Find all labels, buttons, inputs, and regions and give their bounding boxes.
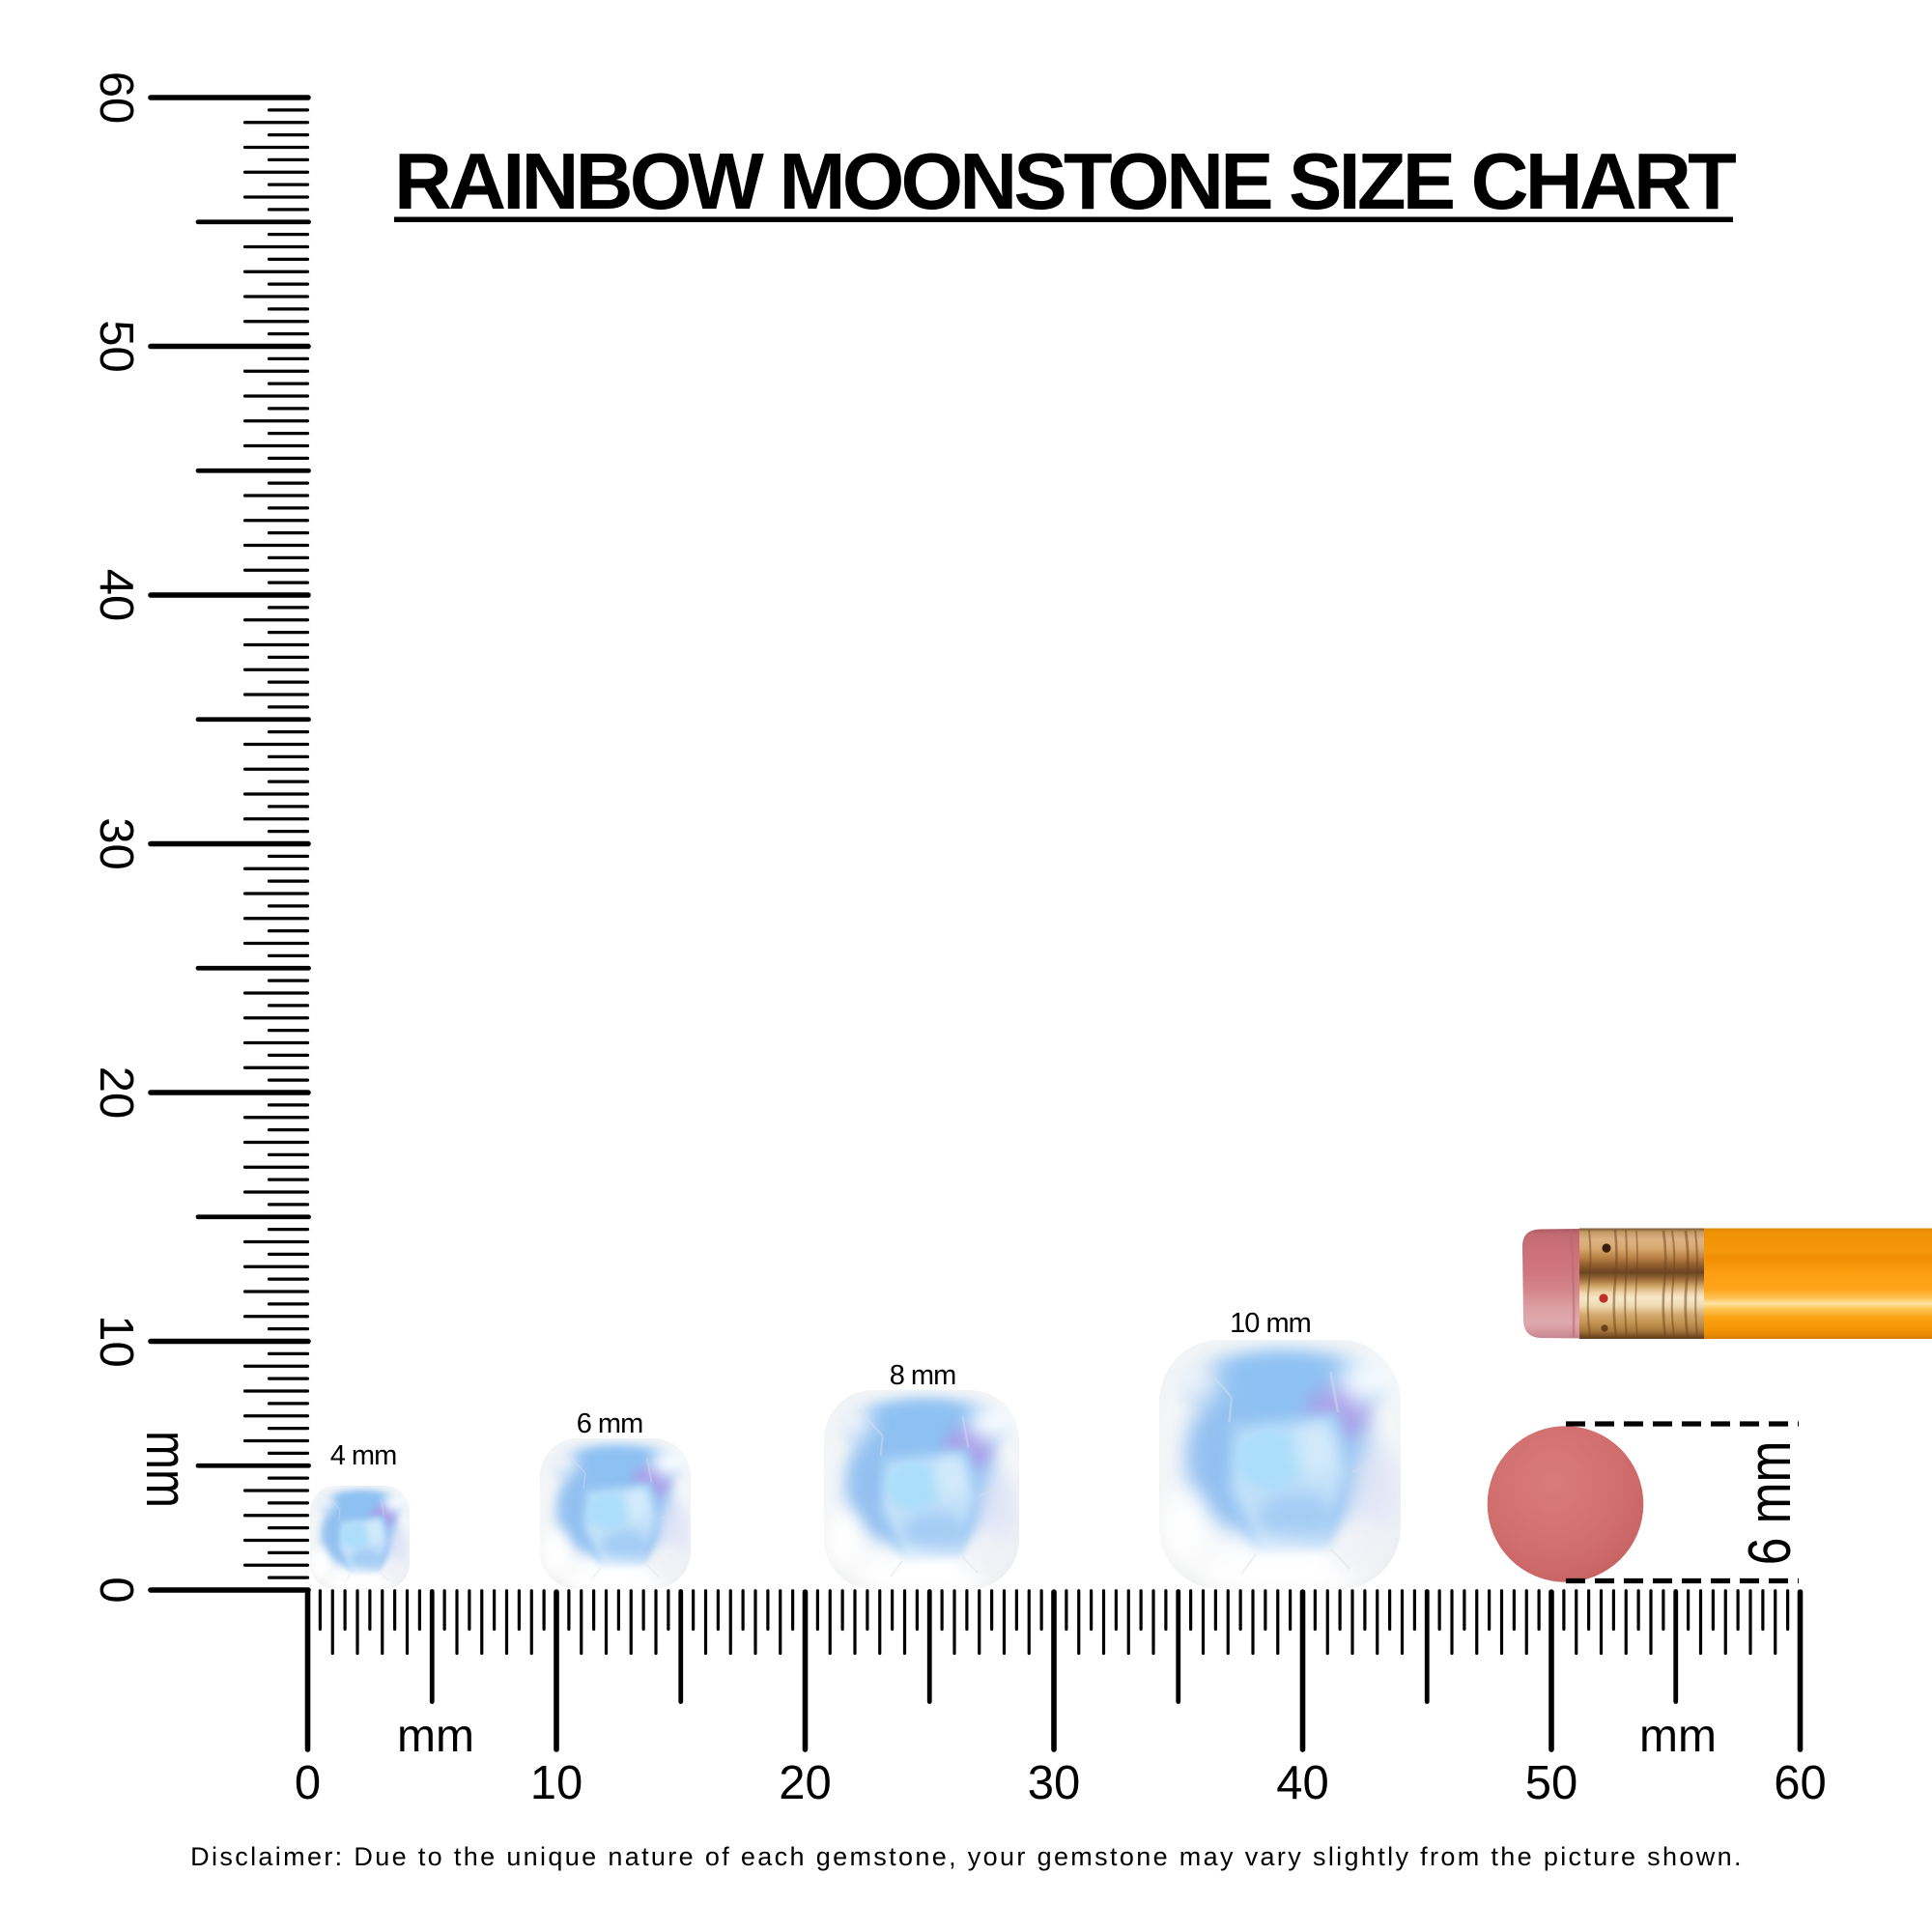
svg-text:20: 20 [779, 1757, 832, 1809]
svg-text:30: 30 [90, 817, 142, 870]
svg-text:10 mm: 10 mm [1230, 1308, 1311, 1339]
svg-text:50: 50 [1525, 1757, 1578, 1809]
svg-text:60: 60 [90, 71, 142, 125]
svg-text:0: 0 [295, 1757, 321, 1809]
svg-text:mm: mm [134, 1431, 199, 1508]
svg-text:mm: mm [1639, 1711, 1717, 1762]
svg-text:40: 40 [90, 569, 142, 622]
svg-text:20: 20 [90, 1066, 142, 1120]
svg-text:RAINBOW MOONSTONE SIZE CHART: RAINBOW MOONSTONE SIZE CHART [394, 136, 1736, 226]
svg-text:mm: mm [397, 1711, 474, 1762]
svg-text:40: 40 [1276, 1757, 1329, 1809]
svg-text:Disclaimer: Due to the unique: Disclaimer: Due to the unique nature of … [190, 1842, 1744, 1871]
svg-text:4 mm: 4 mm [330, 1440, 397, 1471]
svg-text:6 mm: 6 mm [577, 1408, 643, 1439]
svg-text:60: 60 [1774, 1757, 1827, 1809]
svg-text:8 mm: 8 mm [890, 1360, 956, 1391]
svg-text:6 mm: 6 mm [1737, 1441, 1804, 1566]
svg-text:0: 0 [90, 1577, 142, 1603]
svg-text:10: 10 [530, 1757, 583, 1809]
svg-text:50: 50 [90, 320, 142, 373]
svg-text:10: 10 [90, 1315, 142, 1368]
svg-text:30: 30 [1028, 1757, 1081, 1809]
